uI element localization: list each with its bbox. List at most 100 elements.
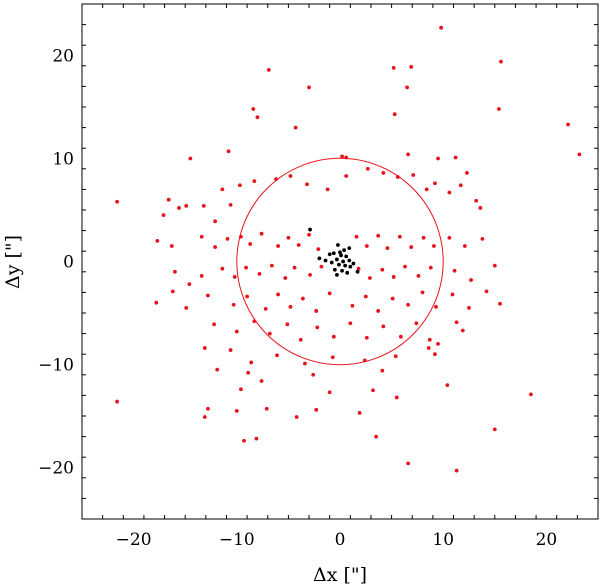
data-point-outer bbox=[340, 154, 344, 159]
data-point-outer bbox=[266, 68, 271, 72]
data-point-outer bbox=[244, 265, 248, 270]
data-point-outer bbox=[499, 59, 503, 64]
data-point-inner bbox=[331, 251, 336, 256]
y-tick-label: −10 bbox=[38, 356, 74, 376]
data-point-outer bbox=[231, 302, 236, 307]
data-point-outer bbox=[166, 197, 171, 202]
x-axis-label: Δx ["] bbox=[313, 564, 367, 586]
data-point-inner bbox=[341, 259, 345, 264]
data-point-outer bbox=[154, 300, 159, 305]
data-point-outer bbox=[391, 65, 396, 70]
data-point-outer bbox=[325, 187, 330, 192]
data-point-outer bbox=[357, 411, 362, 415]
data-point-inner bbox=[335, 257, 339, 262]
data-point-outer bbox=[314, 309, 319, 313]
data-point-outer bbox=[439, 25, 444, 30]
data-point-outer bbox=[447, 190, 452, 195]
data-point-outer bbox=[385, 246, 390, 251]
data-point-outer bbox=[292, 265, 297, 270]
data-point-outer bbox=[212, 322, 216, 327]
data-point-outer bbox=[364, 335, 369, 340]
data-point-inner bbox=[317, 256, 322, 261]
data-point-outer bbox=[276, 292, 280, 297]
data-point-outer bbox=[492, 427, 497, 432]
data-point-outer bbox=[239, 387, 243, 392]
data-point-outer bbox=[259, 231, 264, 236]
data-point-outer bbox=[406, 302, 411, 307]
data-point-outer bbox=[184, 203, 189, 208]
data-point-outer bbox=[257, 271, 262, 276]
data-point-outer bbox=[469, 278, 473, 282]
data-point-outer bbox=[409, 245, 414, 249]
data-point-outer bbox=[303, 361, 307, 366]
data-point-inner bbox=[308, 227, 312, 232]
data-point-outer bbox=[409, 64, 414, 69]
data-point-outer bbox=[237, 183, 242, 188]
data-point-outer bbox=[381, 324, 386, 329]
data-point-outer bbox=[433, 181, 437, 186]
data-point-inner bbox=[337, 262, 341, 267]
data-point-outer bbox=[215, 367, 220, 372]
y-axis-label: Δy ["] bbox=[2, 235, 24, 289]
data-point-outer bbox=[462, 244, 467, 248]
data-point-inner bbox=[347, 258, 352, 263]
data-point-outer bbox=[283, 276, 288, 280]
data-point-outer bbox=[354, 234, 359, 239]
data-point-outer bbox=[436, 342, 440, 346]
y-tick-label: 0 bbox=[63, 253, 74, 273]
data-point-inner bbox=[329, 260, 334, 265]
data-point-outer bbox=[414, 321, 419, 326]
data-point-inner bbox=[338, 250, 342, 255]
data-point-outer bbox=[363, 294, 368, 299]
data-point-inner bbox=[340, 268, 344, 273]
data-point-outer bbox=[452, 268, 457, 273]
data-point-outer bbox=[285, 322, 290, 327]
data-point-outer bbox=[420, 290, 425, 295]
data-point-outer bbox=[286, 235, 291, 240]
data-point-outer bbox=[294, 415, 299, 419]
data-point-outer bbox=[432, 244, 436, 248]
data-point-outer bbox=[251, 107, 256, 111]
data-point-outer bbox=[245, 294, 250, 299]
data-point-inner bbox=[336, 243, 340, 247]
data-point-outer bbox=[371, 388, 375, 393]
x-tick-label: 10 bbox=[432, 530, 454, 550]
data-point-outer bbox=[288, 304, 293, 309]
data-point-outer bbox=[316, 247, 321, 252]
x-tick-label: 0 bbox=[335, 530, 346, 550]
data-point-outer bbox=[344, 174, 349, 178]
data-point-outer bbox=[436, 156, 440, 161]
data-point-outer bbox=[454, 320, 459, 325]
data-point-inner bbox=[348, 264, 353, 269]
data-point-outer bbox=[246, 370, 251, 375]
data-point-outer bbox=[395, 175, 400, 179]
data-point-outer bbox=[350, 303, 355, 308]
data-point-inner bbox=[355, 269, 360, 274]
data-point-outer bbox=[225, 236, 230, 241]
data-point-outer bbox=[288, 174, 293, 178]
data-point-outer bbox=[242, 438, 246, 443]
data-point-outer bbox=[274, 177, 278, 182]
data-point-outer bbox=[498, 301, 502, 306]
data-point-inner bbox=[332, 267, 337, 272]
data-point-outer bbox=[397, 234, 402, 239]
data-point-outer bbox=[381, 171, 386, 175]
data-point-outer bbox=[453, 155, 458, 160]
data-point-outer bbox=[474, 198, 479, 203]
data-point-outer bbox=[478, 206, 483, 210]
data-point-outer bbox=[267, 331, 272, 336]
data-point-outer bbox=[252, 179, 257, 184]
data-point-outer bbox=[315, 325, 320, 330]
data-point-outer bbox=[577, 152, 582, 157]
data-point-outer bbox=[454, 468, 459, 473]
data-point-outer bbox=[424, 187, 429, 192]
data-point-outer bbox=[447, 235, 452, 240]
data-point-outer bbox=[220, 187, 225, 192]
data-point-outer bbox=[170, 289, 175, 294]
selection-circle bbox=[236, 157, 444, 366]
y-tick-label: −20 bbox=[38, 459, 74, 479]
data-point-inner bbox=[345, 270, 350, 275]
data-point-outer bbox=[254, 436, 259, 441]
data-point-outer bbox=[330, 355, 335, 360]
data-point-outer bbox=[428, 265, 433, 270]
